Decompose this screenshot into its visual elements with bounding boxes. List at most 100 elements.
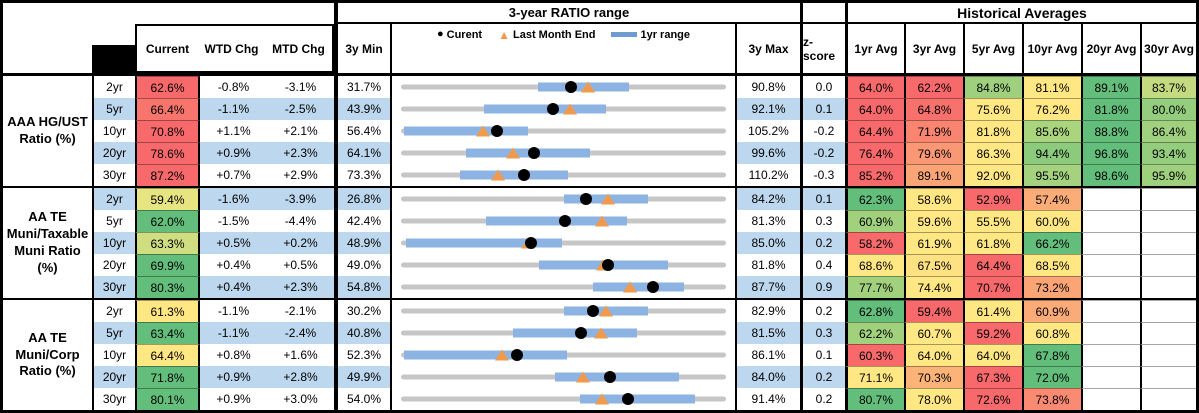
current-marker: [511, 349, 524, 361]
avg-cell: 88.8%: [1081, 120, 1140, 142]
avg-cell: 67.3%: [963, 366, 1022, 388]
avg-cell: 57.4%: [1022, 188, 1081, 210]
avg-cell: 95.5%: [1022, 164, 1081, 186]
avg-cell: 59.4%: [904, 300, 963, 322]
z-score-cell: -0.2: [800, 142, 845, 164]
mtd-chg-cell: -4.4%: [267, 210, 334, 232]
avg-cell: 81.8%: [1081, 98, 1140, 120]
three-year-min-cell: 54.8%: [334, 276, 390, 298]
mtd-chg-cell: +3.0%: [267, 388, 334, 410]
z-score-cell: 0.1: [800, 188, 845, 210]
zscore-header-spacer: [800, 3, 845, 24]
avg-cell: 92.0%: [963, 164, 1022, 186]
tenor-cell: 20yr: [92, 366, 135, 388]
avg-cell: 66.2%: [1022, 232, 1081, 254]
tenor-cell: 30yr: [92, 164, 135, 186]
three-year-min-cell: 43.9%: [334, 98, 390, 120]
current-marker: [602, 259, 615, 271]
z-score-cell: 0.0: [800, 76, 845, 98]
group-label-header-spacer: [3, 24, 92, 73]
three-year-min-cell: 40.8%: [334, 322, 390, 344]
last-month-end-marker: [475, 125, 490, 137]
avg-cell: 89.1%: [1081, 76, 1140, 98]
z-score-cell: 0.1: [800, 98, 845, 120]
avg-cell-empty: [1081, 366, 1140, 388]
current-column-header: Current: [145, 41, 190, 56]
current-marker: [524, 237, 537, 249]
avg-cell: 94.4%: [1022, 142, 1081, 164]
group-label: AA TE Muni/Taxable Muni Ratio (%): [3, 188, 92, 298]
avg-cell: 86.4%: [1140, 120, 1196, 142]
three-year-track: [401, 128, 726, 134]
z-score-cell: 0.3: [800, 322, 845, 344]
wtd-chg-cell: +0.8%: [200, 344, 267, 366]
z-score-cell: 0.9: [800, 276, 845, 298]
tenor-cell: 2yr: [92, 76, 135, 98]
z-score-cell: -0.2: [800, 120, 845, 142]
mtd-chg-cell: -3.9%: [267, 188, 334, 210]
mtd-chg-cell: -3.1%: [267, 76, 334, 98]
z-score-cell: 0.4: [800, 254, 845, 276]
three-year-track: [401, 284, 726, 290]
wtd-chg-cell: +0.7%: [200, 164, 267, 186]
three-year-min-cell: 73.3%: [334, 164, 390, 186]
avg-cell-empty: [1140, 322, 1196, 344]
last-month-end-marker: [600, 193, 615, 205]
avg-cell: 60.3%: [845, 344, 904, 366]
one-year-range-bar: [404, 350, 567, 360]
three-year-max-cell: 84.2%: [735, 188, 800, 210]
avg-cell: 77.7%: [845, 276, 904, 298]
avg-cell: 96.8%: [1081, 142, 1140, 164]
wtd-chg-cell: +0.9%: [200, 366, 267, 388]
mtd-chg-cell: +2.1%: [267, 120, 334, 142]
avg-cell: 62.8%: [845, 300, 904, 322]
avg-cell: 52.9%: [963, 188, 1022, 210]
avg-cell: 75.6%: [963, 98, 1022, 120]
legend-current: ● Curent: [436, 28, 483, 41]
wtd-chg-cell: +0.5%: [200, 232, 267, 254]
wtd-chg-cell: -0.8%: [200, 76, 267, 98]
current-marker: [603, 371, 616, 383]
three-year-track: [401, 396, 726, 402]
range-chart: [401, 344, 726, 366]
historical-averages-title: Historical Averages: [845, 3, 1196, 24]
avg-cell: 61.9%: [904, 232, 963, 254]
range-chart: [401, 142, 726, 164]
range-chart: [401, 98, 726, 120]
mtd-chg-cell: +2.3%: [267, 276, 334, 298]
current-value-cell: 59.4%: [135, 188, 200, 210]
range-chart-cell: [390, 210, 735, 232]
three-year-min-cell: 64.1%: [334, 142, 390, 164]
three-year-max-cell: 110.2%: [735, 164, 800, 186]
last-month-end-marker: [623, 281, 638, 293]
three-year-max-cell: 81.3%: [735, 210, 800, 232]
range-chart-cell: [390, 254, 735, 276]
avg-cell: 62.2%: [904, 76, 963, 98]
last-month-end-marker: [505, 147, 520, 159]
black-fill: [92, 45, 135, 73]
zscore-column-header: z-score: [800, 24, 845, 73]
current-value-cell: 66.4%: [135, 98, 200, 120]
avg-cell: 55.5%: [963, 210, 1022, 232]
tenor-cell: 10yr: [92, 232, 135, 254]
range-chart: [401, 254, 726, 276]
avg-cell: 59.2%: [963, 322, 1022, 344]
avg-cell: 61.4%: [963, 300, 1022, 322]
avg-cell: 60.7%: [904, 322, 963, 344]
one-year-range-bar: [579, 394, 696, 404]
wtd-chg-cell: -1.5%: [200, 210, 267, 232]
current-marker: [527, 147, 540, 159]
avg-cell: 73.2%: [1022, 276, 1081, 298]
current-value-cell: 71.8%: [135, 366, 200, 388]
avg-cell-empty: [1140, 344, 1196, 366]
table-body: AAA HG/UST Ratio (%) 2yr 62.6% -0.8% -3.1% 31…: [3, 76, 1196, 410]
one-year-range-bar: [485, 216, 627, 226]
three-year-max-cell: 105.2%: [735, 120, 800, 142]
wtd-chg-cell: +0.9%: [200, 142, 267, 164]
tenor-cell: 20yr: [92, 142, 135, 164]
current-value-cell: 69.9%: [135, 254, 200, 276]
avg-cell: 71.1%: [845, 366, 904, 388]
range-chart: [401, 210, 726, 232]
current-value-cell: 80.3%: [135, 276, 200, 298]
range-chart: [401, 322, 726, 344]
